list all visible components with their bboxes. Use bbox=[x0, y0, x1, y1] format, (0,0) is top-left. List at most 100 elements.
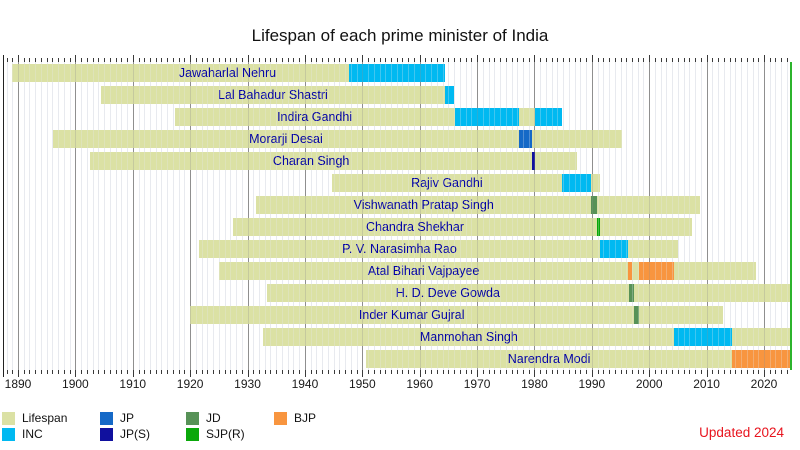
gridline bbox=[482, 62, 484, 370]
gridline bbox=[419, 62, 421, 370]
gridline bbox=[557, 62, 559, 370]
gridline bbox=[528, 62, 530, 370]
year-tick-bottom bbox=[270, 370, 272, 374]
year-tick-bottom bbox=[356, 370, 358, 374]
year-tick-bottom bbox=[333, 370, 335, 374]
year-tick-bottom bbox=[63, 370, 65, 374]
pm-lifespan-bar bbox=[266, 284, 791, 302]
gridline bbox=[109, 62, 111, 370]
year-tick-top bbox=[695, 58, 697, 62]
year-tick-top bbox=[350, 58, 352, 62]
year-tick-top bbox=[522, 58, 524, 62]
year-tick-bottom bbox=[155, 370, 157, 374]
year-tick-bottom bbox=[144, 370, 146, 374]
year-tick-top bbox=[482, 58, 484, 62]
gridline bbox=[98, 62, 100, 370]
gridline bbox=[735, 62, 737, 370]
year-tick-top bbox=[368, 58, 370, 62]
year-tick-top bbox=[46, 58, 48, 62]
year-tick-bottom bbox=[402, 370, 404, 374]
legend-swatch-INC bbox=[2, 428, 15, 441]
year-tick-bottom bbox=[304, 370, 306, 377]
year-tick-top bbox=[339, 58, 341, 62]
gridline bbox=[396, 62, 398, 370]
pm-term-segment bbox=[674, 328, 732, 346]
year-tick-top bbox=[442, 58, 444, 62]
gridline bbox=[442, 62, 444, 370]
year-tick-bottom bbox=[718, 370, 720, 374]
gridline bbox=[276, 62, 278, 370]
pm-lifespan-bar bbox=[189, 306, 724, 324]
pm-name-label: P. V. Narasimha Rao bbox=[342, 242, 457, 256]
year-tick-top bbox=[568, 58, 570, 62]
gridline bbox=[683, 62, 685, 370]
gridline bbox=[477, 62, 479, 370]
year-tick-top bbox=[620, 58, 622, 62]
gridline bbox=[75, 62, 77, 370]
gridline bbox=[391, 62, 392, 370]
gridline bbox=[104, 62, 106, 370]
year-tick-top bbox=[752, 58, 754, 62]
year-tick-top bbox=[12, 58, 14, 62]
year-tick-top bbox=[775, 58, 777, 62]
pm-lifespan-bar bbox=[198, 240, 678, 258]
axis-year-label: 1910 bbox=[119, 377, 147, 391]
year-tick-bottom bbox=[172, 370, 174, 374]
gridline bbox=[327, 62, 329, 370]
year-tick-top bbox=[379, 58, 381, 62]
pm-lifespan-bar bbox=[331, 174, 600, 192]
gridline bbox=[132, 62, 134, 370]
pm-term-segment bbox=[628, 284, 634, 302]
gridline bbox=[373, 62, 375, 370]
legend-label-JP(S): JP(S) bbox=[120, 427, 150, 441]
axis-year-label: 1930 bbox=[234, 377, 261, 391]
gridline bbox=[666, 62, 668, 370]
gridline bbox=[637, 62, 639, 370]
year-tick-bottom bbox=[35, 370, 37, 374]
gridline bbox=[178, 62, 180, 370]
axis-year-label: 1890 bbox=[4, 377, 32, 391]
axis-year-label: 1980 bbox=[521, 377, 548, 391]
pm-lifespan-bar bbox=[263, 328, 791, 346]
year-tick-top bbox=[178, 58, 180, 62]
gridline bbox=[241, 62, 243, 370]
gridline bbox=[677, 62, 679, 370]
gridline bbox=[494, 62, 496, 370]
year-tick-top bbox=[310, 58, 312, 62]
year-tick-top bbox=[683, 58, 685, 62]
gridline bbox=[465, 62, 467, 370]
gridline bbox=[649, 62, 651, 370]
pm-term-segment bbox=[600, 240, 629, 258]
year-tick-bottom bbox=[178, 370, 180, 374]
year-tick-top bbox=[769, 58, 771, 62]
year-tick-bottom bbox=[75, 370, 77, 377]
year-tick-bottom bbox=[408, 370, 410, 374]
gridline bbox=[362, 62, 364, 370]
year-tick-top bbox=[609, 58, 611, 62]
year-tick-top bbox=[104, 58, 106, 62]
year-tick-top bbox=[718, 58, 720, 62]
year-tick-bottom bbox=[264, 370, 266, 374]
year-tick-top bbox=[465, 58, 467, 62]
year-tick-bottom bbox=[247, 370, 249, 377]
gridline bbox=[603, 62, 605, 370]
gridline bbox=[522, 62, 524, 370]
year-tick-top bbox=[167, 58, 169, 62]
year-tick-bottom bbox=[52, 370, 54, 374]
year-tick-bottom bbox=[488, 370, 490, 374]
year-tick-bottom bbox=[511, 370, 513, 374]
year-tick-top bbox=[534, 55, 536, 62]
gridline bbox=[632, 62, 634, 370]
axis-year-label: 1950 bbox=[348, 377, 376, 391]
pm-name-label: Narendra Modi bbox=[507, 352, 591, 366]
gridline bbox=[551, 62, 553, 370]
gridline bbox=[758, 62, 760, 370]
year-tick-top bbox=[184, 58, 186, 62]
axis-year-label: 2000 bbox=[635, 377, 663, 391]
current-year-marker-line bbox=[790, 62, 793, 370]
gridline bbox=[775, 62, 777, 370]
year-tick-top bbox=[396, 58, 398, 62]
year-tick-top bbox=[746, 58, 748, 62]
year-tick-bottom bbox=[459, 370, 461, 374]
